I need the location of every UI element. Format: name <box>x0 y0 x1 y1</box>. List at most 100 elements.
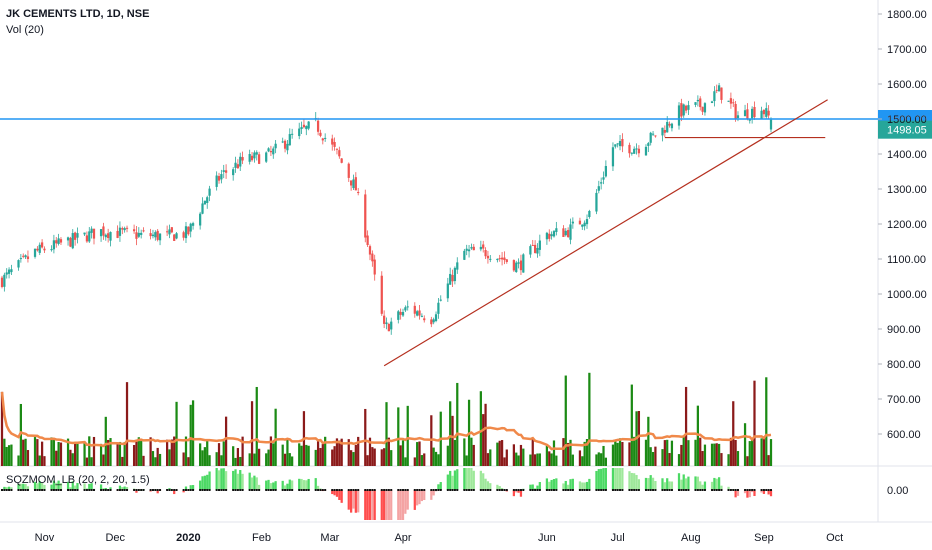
squeeze-dot <box>17 489 20 491</box>
candle-body <box>149 233 152 237</box>
momentum-bar <box>281 480 284 490</box>
x-tick-label: Oct <box>826 532 843 544</box>
momentum-bar <box>40 483 44 490</box>
squeeze-dot <box>571 489 574 491</box>
squeeze-dot <box>496 489 499 491</box>
volume-bar <box>206 440 209 466</box>
volume-bar <box>503 457 506 466</box>
volume-bar <box>123 442 126 466</box>
candle-body <box>298 128 301 137</box>
momentum-bar <box>354 490 357 513</box>
squeeze-dot <box>456 489 459 491</box>
squeeze-dot <box>241 489 244 491</box>
momentum-bar <box>241 473 244 490</box>
squeeze-dot <box>744 489 747 491</box>
squeeze-dot <box>83 489 86 491</box>
volume-bar <box>567 442 570 466</box>
momentum-bar <box>465 468 468 490</box>
squeeze-dot <box>765 489 768 491</box>
volume-bar <box>321 443 324 466</box>
momentum-bar <box>217 470 221 490</box>
momentum-bar <box>710 481 714 490</box>
momentum-bar <box>717 477 721 490</box>
volume-bar <box>92 436 96 466</box>
momentum-bar <box>248 472 251 490</box>
candle-body <box>515 262 518 273</box>
candle-body <box>201 203 204 214</box>
momentum-bar <box>232 470 235 490</box>
squeeze-dot <box>482 489 485 491</box>
candle-body <box>154 232 157 238</box>
momentum-bar <box>88 483 91 490</box>
volume-bar <box>166 439 169 466</box>
squeeze-dot <box>187 489 190 491</box>
squeeze-dot <box>512 489 515 491</box>
squeeze-dot <box>619 489 622 491</box>
squeeze-dot <box>503 489 506 491</box>
momentum-bar <box>316 485 320 490</box>
candle-body <box>463 250 466 260</box>
squeeze-dot <box>390 489 393 491</box>
squeeze-dot <box>402 489 405 491</box>
momentum-bar <box>383 490 386 520</box>
volume-bar <box>470 437 473 466</box>
momentum-bar <box>633 473 636 490</box>
candle-body <box>564 230 567 236</box>
volume-bar <box>432 447 435 466</box>
momentum-bar <box>224 471 228 490</box>
momentum-bar <box>66 481 70 490</box>
volume-bar <box>571 454 574 466</box>
candle-body <box>578 220 582 225</box>
candle-body <box>55 240 58 244</box>
momentum-bar <box>760 490 763 493</box>
candle-body <box>489 258 492 260</box>
volume-bar <box>680 444 683 466</box>
volume-bar <box>602 445 605 466</box>
volume-bar <box>486 453 490 466</box>
candle-body <box>0 277 4 287</box>
momentum-bar <box>583 482 586 490</box>
candle-body <box>451 275 454 282</box>
volume-bar <box>269 436 273 466</box>
volume-bar <box>38 455 41 466</box>
momentum-bar <box>621 468 624 490</box>
volume-bar <box>283 453 287 466</box>
squeeze-dot <box>453 489 456 491</box>
candle-body <box>423 318 426 321</box>
volume-bar <box>239 456 242 466</box>
candle-body <box>397 311 400 320</box>
squeeze-dot <box>545 489 548 491</box>
candle-body <box>324 137 327 139</box>
squeeze-dot <box>222 489 225 491</box>
volume-bar <box>199 443 202 466</box>
volume-bar <box>118 441 122 466</box>
volume-bar <box>307 445 310 466</box>
volume-bar <box>248 453 251 466</box>
candle-body <box>751 108 754 119</box>
candle-body <box>710 101 714 103</box>
volume-bar <box>552 440 556 466</box>
candle-body <box>418 310 421 316</box>
momentum-bar <box>390 490 393 520</box>
volume-bar <box>512 444 516 466</box>
candle-body <box>713 91 716 102</box>
y-tick-label: 1600.00 <box>887 79 927 91</box>
momentum-bar <box>404 490 407 514</box>
volume-bar <box>515 452 518 466</box>
squeeze-dot <box>621 489 624 491</box>
candle-body <box>248 154 251 162</box>
volume-bar <box>496 442 499 466</box>
volume-bar <box>154 457 157 466</box>
squeeze-dot <box>100 489 103 491</box>
momentum-bar <box>298 478 301 490</box>
candle-body <box>272 148 275 155</box>
squeeze-dot <box>69 489 72 491</box>
squeeze-dot <box>208 489 211 491</box>
volume-bar <box>663 440 666 466</box>
volume-bar <box>585 439 589 466</box>
momentum-bar <box>199 480 202 490</box>
momentum-bar <box>677 473 681 490</box>
volume-bar <box>366 455 369 466</box>
